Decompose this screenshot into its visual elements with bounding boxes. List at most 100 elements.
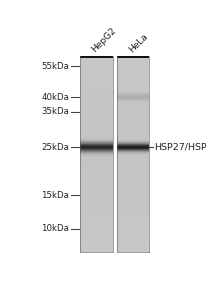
Bar [117,198,149,200]
Bar [117,78,149,80]
Bar [117,61,149,63]
Bar [80,70,112,73]
Bar [117,213,149,215]
Bar [80,159,112,161]
Bar [117,186,149,188]
Bar [80,56,112,58]
Bar [117,88,149,90]
Bar [117,134,149,136]
Bar [80,237,112,240]
Bar [117,154,149,156]
Bar [80,250,112,252]
Bar [80,193,112,196]
Bar [80,141,112,142]
Bar [117,127,149,129]
Bar [80,196,112,198]
Bar [117,92,149,95]
Bar [80,208,112,210]
Bar [117,58,149,61]
Bar [117,149,149,152]
Bar [117,56,149,58]
Bar [117,73,149,75]
Bar [80,154,112,156]
Bar [117,129,149,132]
Bar [80,164,112,166]
Bar [80,90,112,92]
Bar [80,137,112,138]
Bar [117,70,149,73]
Bar [117,225,149,227]
Bar [80,73,112,75]
Bar [117,110,149,112]
Bar [117,166,149,169]
Bar [117,98,149,100]
Bar [117,208,149,210]
Bar [117,190,149,193]
Bar [80,155,112,156]
Bar [80,68,112,70]
Bar [80,169,112,171]
Bar [117,107,149,110]
Bar [80,78,112,80]
Bar [117,250,149,252]
Bar [117,100,149,102]
Bar [80,140,112,141]
Bar [117,173,149,176]
Bar [80,176,112,178]
Bar [80,107,112,110]
Bar [80,124,112,127]
Bar [80,144,112,146]
Bar [80,213,112,215]
Bar [117,132,149,134]
Bar [80,157,112,158]
Bar [117,122,149,124]
Bar [80,105,112,107]
Bar [80,61,112,63]
Bar [117,232,149,235]
Bar [80,153,112,154]
Bar [80,171,112,173]
Bar [117,159,149,161]
Bar [80,149,112,150]
Bar [80,210,112,213]
Bar [80,85,112,88]
Bar [117,115,149,117]
Bar [117,203,149,206]
Bar [117,112,149,115]
Bar [80,203,112,206]
Bar [117,240,149,242]
Bar [117,161,149,164]
Bar [80,58,112,61]
Bar [80,146,112,149]
Bar [80,166,112,169]
Bar [117,136,149,139]
Bar [117,65,149,68]
Bar [80,80,112,83]
Bar [80,242,112,244]
Bar [80,225,112,227]
Bar [80,215,112,218]
Bar [80,119,112,122]
Bar [80,227,112,230]
Bar [117,75,149,78]
Bar [80,150,112,151]
Bar [80,115,112,117]
Bar [80,247,112,250]
Bar [117,230,149,232]
Bar [80,127,112,129]
Bar [80,198,112,200]
Bar [80,63,112,65]
Bar [117,142,149,144]
Bar [80,178,112,181]
Bar [117,95,149,98]
Bar [80,235,112,237]
Bar [117,102,149,105]
Bar [80,220,112,223]
Bar [117,169,149,171]
Bar [80,230,112,232]
Text: 35kDa: 35kDa [41,107,69,116]
Bar [80,232,112,235]
Bar [117,188,149,190]
Bar [80,183,112,186]
Bar [80,82,112,85]
